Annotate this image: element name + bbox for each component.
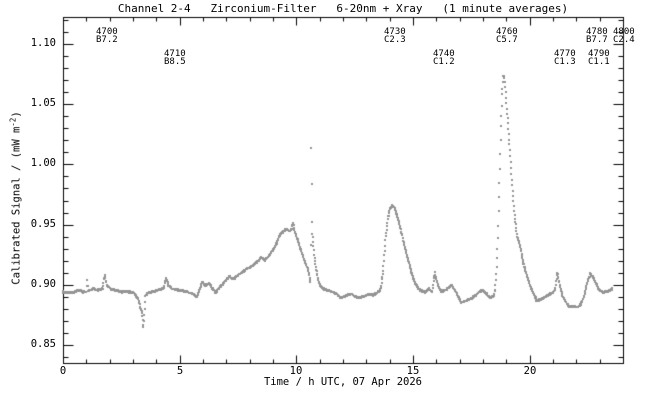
flare-annotation-4700: 4700 B7.2 bbox=[96, 27, 118, 45]
x-tick-label: 0 bbox=[59, 365, 67, 377]
flare-event-number: 4790 bbox=[588, 49, 610, 59]
flare-event-number: 4730 bbox=[384, 27, 406, 37]
y-axis-title-close: ) bbox=[10, 111, 23, 118]
flare-event-number: 4760 bbox=[496, 27, 518, 37]
y-axis-title: Calibrated Signal / (mW m-2) bbox=[8, 111, 23, 284]
flare-event-number: 4710 bbox=[164, 49, 186, 59]
y-axis-title-text: Calibrated Signal / (mW m bbox=[10, 126, 23, 285]
flare-event-number: 4700 bbox=[96, 27, 118, 37]
chart-title: Channel 2-4 Zirconium-Filter 6-20nm + Xr… bbox=[117, 2, 569, 15]
x-tick-label: 20 bbox=[523, 365, 537, 377]
flare-event-number: 4800 bbox=[613, 27, 635, 37]
flare-class: C2.3 bbox=[384, 35, 406, 45]
y-tick-label: 1.05 bbox=[30, 97, 56, 109]
flare-event-number: 4770 bbox=[554, 49, 576, 59]
flare-class: C5.7 bbox=[496, 35, 518, 45]
flare-annotation-4760: 4760 C5.7 bbox=[496, 27, 518, 45]
flare-event-number: 4740 bbox=[433, 49, 455, 59]
x-tick-label: 5 bbox=[176, 365, 184, 377]
flare-class: C1.3 bbox=[554, 57, 576, 67]
y-tick-label: 1.00 bbox=[30, 157, 56, 169]
y-tick-label: 0.90 bbox=[30, 278, 56, 290]
flare-event-number: 4780 bbox=[586, 27, 608, 37]
flare-annotation-4710: 4710 B8.5 bbox=[164, 49, 186, 67]
flare-class: C1.2 bbox=[433, 57, 455, 67]
y-axis-title-superscript: -2 bbox=[8, 117, 18, 127]
y-tick-label: 1.10 bbox=[30, 37, 56, 49]
flare-class: C1.1 bbox=[588, 57, 610, 67]
y-tick-label: 0.85 bbox=[30, 338, 56, 350]
flare-annotation-4730: 4730 C2.3 bbox=[384, 27, 406, 45]
flare-class: B7.7 bbox=[586, 35, 608, 45]
x-tick-label: 10 bbox=[289, 365, 303, 377]
flare-annotation-4780: 4780 B7.7 bbox=[586, 27, 608, 45]
flare-class: C2.4 bbox=[613, 35, 635, 45]
flare-annotation-4740: 4740 C1.2 bbox=[433, 49, 455, 67]
y-tick-label: 0.95 bbox=[30, 218, 56, 230]
flare-annotation-4800: 4800 C2.4 bbox=[613, 27, 635, 45]
flare-class: B8.5 bbox=[164, 57, 186, 67]
x-tick-label: 15 bbox=[406, 365, 420, 377]
x-axis-title: Time / h UTC, 07 Apr 2026 bbox=[263, 376, 423, 388]
flare-annotation-4790: 4790 C1.1 bbox=[588, 49, 610, 67]
flare-annotation-4770: 4770 C1.3 bbox=[554, 49, 576, 67]
flare-class: B7.2 bbox=[96, 35, 118, 45]
